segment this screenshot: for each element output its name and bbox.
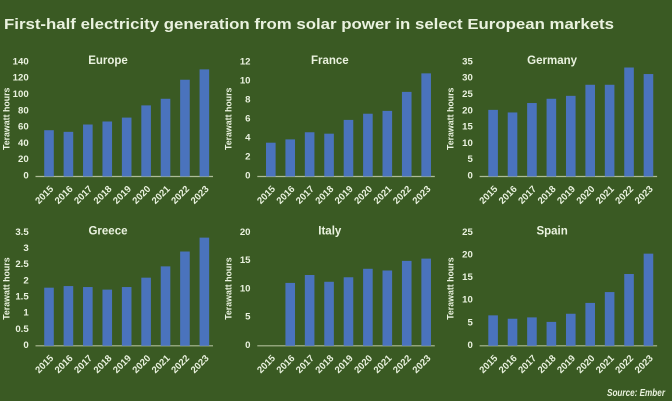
svg-text:2: 2: [23, 275, 28, 286]
svg-text:15: 15: [462, 122, 473, 133]
svg-text:10: 10: [240, 283, 251, 294]
svg-text:25: 25: [462, 227, 473, 238]
svg-text:Spain: Spain: [536, 226, 567, 238]
svg-text:60: 60: [18, 122, 29, 133]
svg-text:20: 20: [462, 105, 473, 116]
svg-text:0.5: 0.5: [15, 324, 29, 335]
svg-text:3.5: 3.5: [15, 227, 29, 238]
svg-text:25: 25: [462, 89, 473, 100]
svg-text:20: 20: [240, 227, 251, 238]
svg-text:5: 5: [467, 154, 473, 165]
svg-text:First-half electricity generat: First-half electricity generation from s…: [4, 17, 614, 33]
svg-text:10: 10: [240, 75, 251, 86]
svg-text:120: 120: [13, 73, 29, 84]
svg-text:1.5: 1.5: [15, 292, 29, 303]
svg-text:15: 15: [240, 255, 251, 266]
svg-text:Terawatt hours: Terawatt hours: [2, 87, 12, 150]
svg-text:Terawatt hours: Terawatt hours: [223, 87, 233, 150]
svg-text:5: 5: [467, 317, 473, 328]
svg-text:1: 1: [23, 308, 29, 319]
svg-text:Terawatt hours: Terawatt hours: [446, 87, 456, 150]
svg-text:Terawatt hours: Terawatt hours: [223, 257, 233, 320]
svg-text:Europe: Europe: [88, 55, 128, 67]
svg-text:5: 5: [245, 312, 251, 323]
svg-text:0: 0: [23, 340, 28, 351]
svg-text:100: 100: [13, 89, 29, 100]
svg-text:30: 30: [462, 73, 473, 84]
svg-text:10: 10: [462, 295, 473, 306]
svg-text:10: 10: [462, 138, 473, 149]
svg-text:2: 2: [245, 151, 250, 162]
svg-text:France: France: [311, 55, 349, 67]
svg-text:Germany: Germany: [527, 55, 577, 67]
svg-text:Terawatt hours: Terawatt hours: [2, 257, 12, 320]
svg-text:35: 35: [462, 56, 473, 67]
svg-text:Terawatt hours: Terawatt hours: [446, 257, 456, 320]
svg-text:0: 0: [245, 340, 250, 351]
svg-text:0: 0: [23, 170, 28, 181]
svg-text:40: 40: [18, 138, 29, 149]
svg-text:3: 3: [23, 243, 28, 254]
svg-text:12: 12: [240, 56, 251, 67]
svg-text:140: 140: [13, 56, 29, 67]
svg-text:6: 6: [245, 113, 250, 124]
svg-text:8: 8: [245, 94, 251, 105]
svg-text:2.5: 2.5: [15, 259, 29, 270]
svg-text:80: 80: [18, 105, 29, 116]
svg-text:20: 20: [462, 250, 473, 261]
svg-text:Source: Ember: Source: Ember: [607, 387, 666, 399]
svg-text:15: 15: [462, 272, 473, 283]
svg-text:0: 0: [467, 170, 472, 181]
svg-text:20: 20: [18, 154, 29, 165]
svg-text:0: 0: [467, 340, 472, 351]
svg-text:4: 4: [245, 132, 251, 143]
svg-text:0: 0: [245, 170, 250, 181]
svg-text:Italy: Italy: [318, 226, 342, 238]
svg-text:Greece: Greece: [88, 226, 127, 238]
